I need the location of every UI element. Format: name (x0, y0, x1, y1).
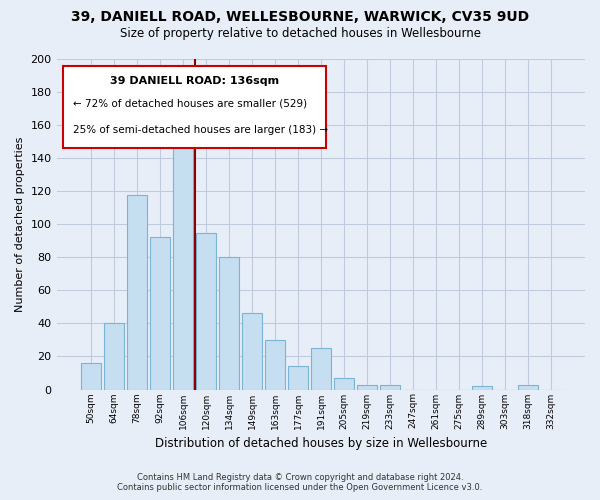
Bar (127, 194, 147, 390)
Text: Contains HM Land Registry data © Crown copyright and database right 2024.
Contai: Contains HM Land Registry data © Crown c… (118, 473, 482, 492)
Bar (81, 363, 101, 390)
Text: 39, DANIELL ROAD, WELLESBOURNE, WARWICK, CV35 9UD: 39, DANIELL ROAD, WELLESBOURNE, WARWICK,… (71, 10, 529, 24)
Y-axis label: Number of detached properties: Number of detached properties (15, 136, 25, 312)
Text: 39 DANIELL ROAD: 136sqm: 39 DANIELL ROAD: 136sqm (110, 76, 279, 86)
Bar (311, 348, 331, 390)
Bar (518, 384, 538, 390)
Bar (472, 386, 492, 390)
Bar (150, 238, 170, 390)
Text: ← 72% of detached houses are smaller (529): ← 72% of detached houses are smaller (52… (73, 98, 307, 108)
Bar (289, 366, 308, 390)
X-axis label: Distribution of detached houses by size in Wellesbourne: Distribution of detached houses by size … (155, 437, 487, 450)
Bar (219, 258, 239, 390)
Bar (196, 232, 216, 390)
Text: 25% of semi-detached houses are larger (183) →: 25% of semi-detached houses are larger (… (73, 125, 328, 135)
Text: Size of property relative to detached houses in Wellesbourne: Size of property relative to detached ho… (119, 28, 481, 40)
Bar (242, 314, 262, 390)
Bar (380, 384, 400, 390)
Bar (173, 114, 193, 390)
Bar (358, 384, 377, 390)
Bar (265, 340, 285, 390)
FancyBboxPatch shape (62, 66, 326, 148)
Bar (334, 378, 354, 390)
Bar (104, 324, 124, 390)
